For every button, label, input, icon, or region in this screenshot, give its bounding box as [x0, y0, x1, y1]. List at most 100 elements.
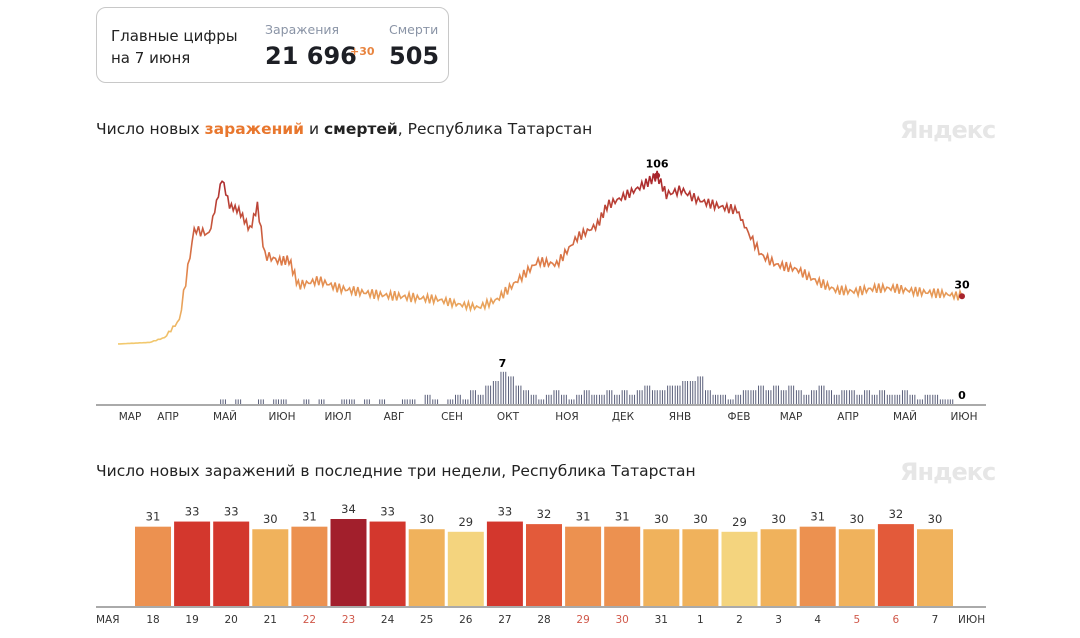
bar-category-label: 5 — [853, 614, 860, 626]
death-bar — [692, 381, 694, 404]
deaths-peak-label: 7 — [499, 357, 507, 370]
death-bar — [679, 385, 681, 404]
death-bar — [583, 390, 585, 404]
death-bar — [828, 390, 830, 404]
bar-value-label: 30 — [849, 512, 864, 526]
death-bar — [636, 390, 638, 404]
bar — [877, 524, 914, 606]
bar — [838, 529, 875, 606]
death-bar — [348, 399, 350, 404]
death-bar — [841, 390, 843, 404]
x-start-label: МАЯ — [96, 614, 120, 626]
death-bar — [811, 390, 813, 404]
death-bar — [545, 394, 547, 404]
death-bar — [364, 399, 366, 404]
death-bar — [427, 394, 429, 404]
death-bar — [818, 385, 820, 404]
bar — [486, 521, 523, 606]
bar — [174, 521, 211, 606]
death-bar — [414, 399, 416, 404]
death-bar — [434, 399, 436, 404]
death-bar — [944, 399, 946, 404]
deaths-last-label: 0 — [958, 389, 966, 402]
death-bar — [490, 385, 492, 404]
death-bar — [694, 381, 696, 404]
death-bar — [889, 394, 891, 404]
death-bar — [482, 394, 484, 404]
death-bar — [563, 394, 565, 404]
infections-total: 21 696 — [265, 42, 357, 70]
death-bar — [899, 394, 901, 404]
x-tick-label: ИЮЛ — [324, 411, 351, 423]
x-tick-label: ОКТ — [497, 411, 520, 423]
death-bar — [591, 394, 593, 404]
infections-line — [117, 170, 963, 345]
death-bar — [240, 399, 242, 404]
death-bar — [783, 390, 785, 404]
bar-value-label: 29 — [458, 515, 473, 529]
death-bar — [760, 385, 762, 404]
death-bar — [934, 394, 936, 404]
death-bar — [901, 390, 903, 404]
death-bar — [624, 390, 626, 404]
bar-category-label: 25 — [420, 614, 433, 626]
death-bar — [455, 394, 456, 404]
death-bar — [929, 394, 931, 404]
death-bar — [568, 399, 570, 404]
bar — [604, 526, 641, 606]
death-bar — [527, 390, 529, 404]
death-bar — [805, 394, 807, 404]
death-bar — [758, 385, 760, 404]
deaths-total: 505 — [389, 42, 440, 70]
bar-category-label: 1 — [697, 614, 704, 626]
death-bar — [634, 394, 636, 404]
bar-value-label: 30 — [263, 512, 278, 526]
death-bar — [879, 390, 881, 404]
death-bar — [780, 390, 782, 404]
infections-peak-label: 106 — [646, 157, 669, 170]
bar-category-label: 3 — [775, 614, 782, 626]
x-tick-label: АВГ — [384, 411, 405, 423]
bar-value-label: 31 — [146, 510, 161, 524]
x-tick-label: МАР — [119, 411, 142, 423]
death-bar — [904, 390, 906, 404]
death-bar — [384, 399, 386, 404]
bar-value-label: 32 — [889, 507, 904, 521]
bar-category-label: 30 — [616, 614, 629, 626]
death-bar — [720, 394, 722, 404]
death-bar — [699, 376, 701, 404]
death-bar — [285, 399, 287, 404]
death-bar — [730, 399, 732, 404]
bar-category-label: 21 — [264, 614, 277, 626]
death-bar — [495, 381, 497, 404]
death-bar — [651, 390, 653, 404]
death-bar — [366, 399, 368, 404]
bar-category-label: 4 — [814, 614, 821, 626]
death-bar — [762, 385, 764, 404]
death-bar — [459, 394, 461, 404]
death-bar — [646, 385, 648, 404]
death-bar — [793, 385, 795, 404]
death-bar — [318, 399, 320, 404]
death-bar — [795, 390, 797, 404]
death-bar — [803, 394, 805, 404]
death-bar — [457, 394, 459, 404]
bar-value-label: 30 — [928, 512, 943, 526]
x-tick-label: ИЮН — [268, 411, 295, 423]
death-bar — [689, 381, 691, 404]
death-bar — [917, 399, 919, 404]
bar-category-label: 2 — [736, 614, 743, 626]
death-bar — [765, 390, 767, 404]
death-bar — [932, 394, 934, 404]
x-tick-label: ДЕК — [612, 411, 635, 423]
death-bar — [404, 399, 406, 404]
infections-peak-point — [654, 172, 661, 179]
bar — [721, 531, 758, 606]
death-bar — [616, 394, 618, 404]
death-bar — [861, 394, 863, 404]
death-bar — [843, 390, 845, 404]
death-bar — [235, 399, 237, 404]
infections-delta: +30 — [350, 45, 375, 58]
death-bar — [724, 394, 726, 404]
